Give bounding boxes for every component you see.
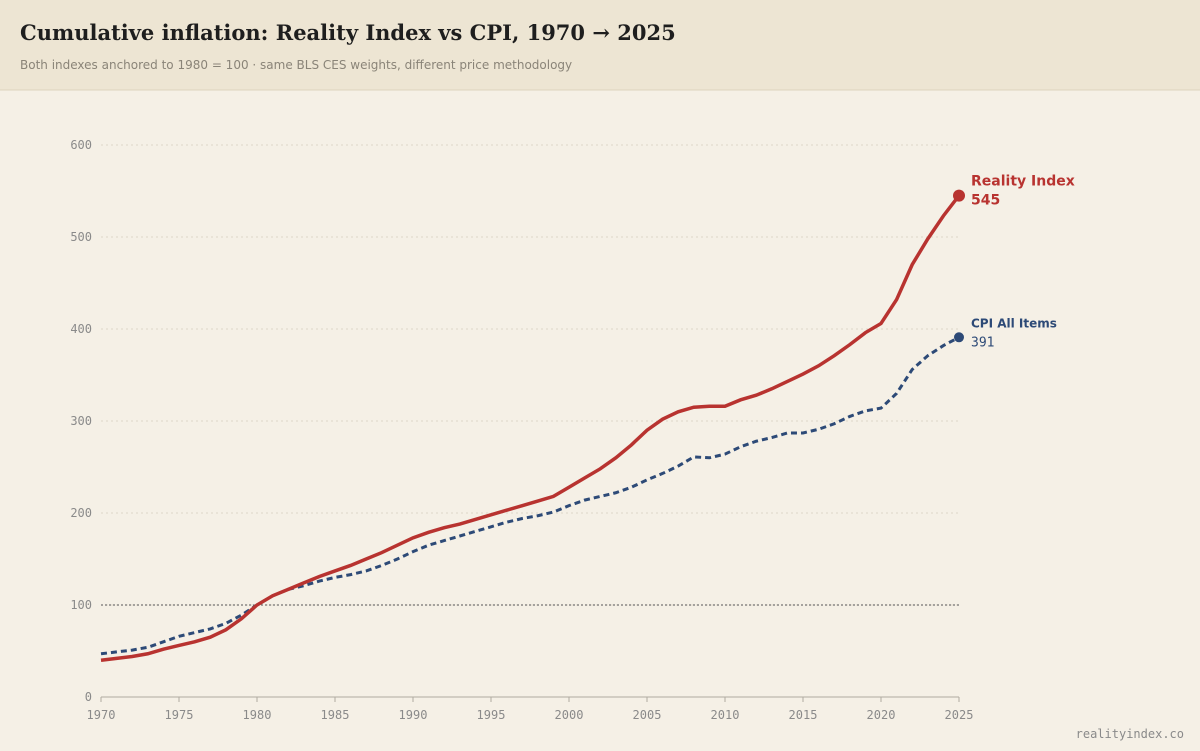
x-tick-label: 1985 xyxy=(321,708,350,722)
x-tick-label: 1995 xyxy=(477,708,506,722)
chart-subtitle: Both indexes anchored to 1980 = 100 · sa… xyxy=(20,58,572,72)
x-tick-label: 2020 xyxy=(867,708,896,722)
series-line xyxy=(100,335,960,656)
legend-label: Reality Index xyxy=(971,174,1075,190)
x-tick-label: 2005 xyxy=(633,708,662,722)
y-tick-label: 200 xyxy=(70,506,92,520)
series-line xyxy=(100,194,961,662)
x-tick-label: 1970 xyxy=(87,708,116,722)
x-tick-label: 2000 xyxy=(555,708,584,722)
y-tick-label: 500 xyxy=(70,230,92,244)
x-tick-label: 1990 xyxy=(399,708,428,722)
end-point xyxy=(954,332,964,343)
y-tick-label: 400 xyxy=(70,322,92,336)
y-tick-label: 0 xyxy=(85,690,92,704)
x-tick-label: 2010 xyxy=(711,708,740,722)
x-tick-label: 1975 xyxy=(165,708,194,722)
x-tick-label: 2025 xyxy=(945,708,974,722)
end-value-label: 391 xyxy=(971,335,994,350)
y-tick-label: 600 xyxy=(70,138,92,152)
legend-label: CPI All Items xyxy=(971,316,1057,330)
end-point xyxy=(953,189,965,202)
source: realityindex.co xyxy=(1076,727,1184,741)
chart-title: Cumulative inflation: Reality Index vs C… xyxy=(20,20,676,45)
x-tick-label: 2015 xyxy=(789,708,818,722)
x-tick-label: 1980 xyxy=(243,708,272,722)
y-tick-label: 300 xyxy=(70,414,92,428)
end-value-label: 545 xyxy=(971,193,1000,209)
y-tick-label: 100 xyxy=(70,598,92,612)
header-band xyxy=(0,0,1200,90)
